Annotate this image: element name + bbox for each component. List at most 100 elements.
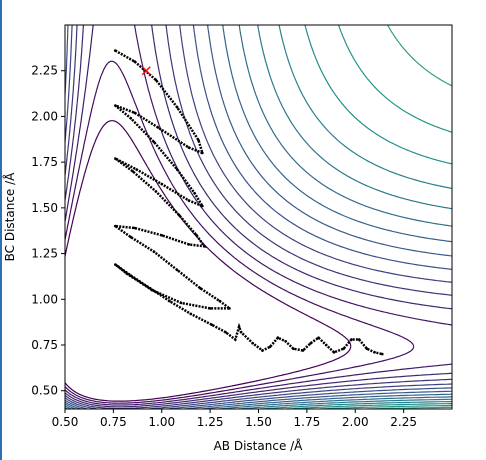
trajectory-point	[125, 272, 129, 276]
trajectory-point	[156, 126, 160, 129]
y-tick-label: 1.75	[31, 155, 58, 169]
contour-level	[65, 60, 415, 404]
trajectory-point	[114, 224, 117, 228]
trajectory-point	[357, 338, 361, 341]
x-tick-label: 0.50	[52, 415, 79, 429]
trajectory-point	[175, 106, 179, 109]
trajectory-point	[133, 60, 136, 63]
y-axis-title: BC Distance /Å	[2, 172, 17, 262]
y-tick-label: 2.25	[31, 64, 58, 78]
trajectory-point	[187, 243, 191, 246]
trajectory-point	[168, 299, 171, 303]
trajectory-point	[175, 168, 179, 171]
x-tick-label: 1.50	[245, 415, 272, 429]
trajectory-point	[148, 287, 152, 290]
trajectory-point	[284, 340, 287, 343]
trajectory-path	[110, 49, 384, 356]
trajectory-point	[201, 204, 204, 208]
trajectory-point	[175, 268, 179, 272]
trajectory-point	[234, 338, 237, 341]
trajectory-point	[228, 307, 231, 310]
x-tick-label: 0.75	[100, 415, 127, 429]
trajectory-point	[203, 245, 206, 248]
start-marker	[141, 66, 151, 76]
contour-level	[65, 25, 452, 409]
trajectory-point	[317, 336, 320, 340]
trajectory-point	[237, 325, 241, 329]
contour-level	[65, 120, 352, 402]
x-tick-label: 2.00	[342, 415, 369, 429]
trajectory-point	[179, 301, 183, 305]
x-tick-label: 2.25	[390, 415, 417, 429]
trajectory-point	[224, 330, 227, 334]
trajectory-point	[268, 345, 272, 349]
trajectory-point	[350, 338, 353, 341]
trajectory-point	[152, 140, 156, 144]
contour-level	[65, 25, 452, 409]
x-tick-label: 1.25	[197, 415, 224, 429]
trajectory-point	[342, 347, 345, 351]
trajectory-point	[187, 146, 191, 149]
y-axis-ticks: 0.50 0.75 1.00 1.25 1.50 1.75 2.00 2.25	[31, 64, 65, 398]
trajectory-point	[189, 312, 193, 316]
trajectory-point	[131, 170, 134, 173]
y-tick-label: 1.50	[31, 201, 58, 215]
trajectory-point	[199, 287, 202, 290]
trajectory-point	[197, 138, 200, 142]
trajectory-point	[154, 190, 158, 193]
trajectory-point	[152, 250, 156, 253]
contour-level	[65, 25, 452, 409]
trajectory-point	[114, 104, 117, 107]
start-marker-group	[141, 66, 151, 76]
trajectory-point	[251, 341, 254, 345]
y-tick-label: 1.25	[31, 247, 58, 261]
window-edge	[0, 0, 2, 460]
y-tick-label: 0.75	[31, 338, 58, 352]
trajectory-point	[292, 347, 295, 351]
contour-level	[65, 25, 452, 409]
trajectory-point	[309, 341, 313, 345]
trajectory-point	[193, 191, 196, 195]
trajectory-point	[135, 168, 138, 171]
plot-area	[65, 25, 452, 409]
y-tick-label: 1.00	[31, 292, 58, 306]
contour-level	[65, 25, 452, 409]
trajectory-point	[201, 151, 204, 155]
y-tick-label: 0.50	[31, 384, 58, 398]
trajectory-point	[133, 226, 136, 230]
trajectory-point	[381, 352, 384, 356]
contour-level	[65, 25, 452, 409]
trajectory-point	[114, 263, 117, 266]
trajectory-point	[239, 330, 243, 334]
trajectory-point	[210, 323, 214, 327]
trajectory-point	[160, 182, 164, 186]
x-tick-label: 1.00	[148, 415, 175, 429]
trajectory-point	[301, 349, 305, 352]
trajectory-point	[177, 213, 181, 217]
x-axis-title: AB Distance /Å	[214, 438, 304, 453]
trajectory-point	[373, 351, 376, 354]
trajectory-point	[114, 157, 117, 160]
trajectory-point	[365, 347, 369, 351]
contour-level	[65, 25, 452, 406]
trajectory-point	[261, 349, 264, 352]
y-tick-label: 2.00	[31, 109, 58, 123]
contour-level	[65, 25, 452, 409]
trajectory-point	[129, 274, 133, 277]
trajectory-point	[114, 49, 117, 52]
trajectory-point	[160, 234, 164, 237]
trajectory-point	[187, 199, 191, 202]
trajectory-point	[276, 336, 280, 340]
x-axis-ticks: 0.50 0.75 1.00 1.25 1.50 1.75 2.00 2.25	[52, 409, 417, 429]
x-tick-label: 1.75	[294, 415, 321, 429]
trajectory-point	[332, 351, 336, 354]
trajectory-point	[154, 78, 158, 82]
trajectory-point	[133, 111, 136, 115]
trajectory-point	[208, 307, 212, 310]
contour-lines	[65, 25, 452, 409]
trajectory-point	[195, 234, 198, 237]
trajectory-point	[129, 235, 133, 239]
trajectory-point	[218, 299, 222, 303]
trajectory-point	[324, 343, 328, 347]
